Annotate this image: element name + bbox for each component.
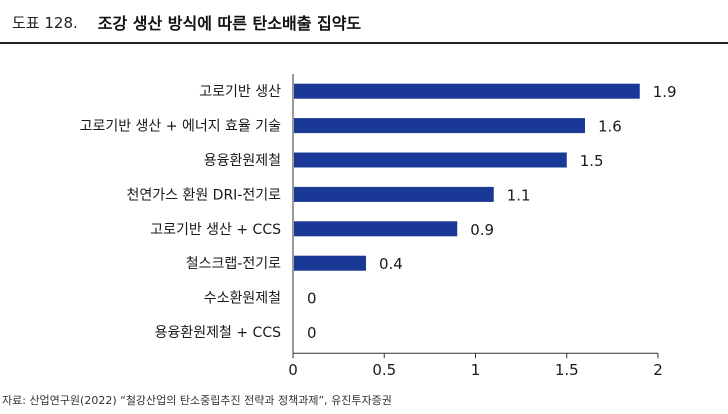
bar xyxy=(294,83,640,99)
data-label: 0.4 xyxy=(379,255,403,273)
x-tick-label: 2 xyxy=(653,361,663,379)
data-label: 0.9 xyxy=(470,221,494,239)
category-label: 고로기반 생산 xyxy=(199,84,281,100)
bar-chart: 고로기반 생산 1.9 고로기반 생산 + 에너지 효율 기술 1.6 용융환원제철 1.… xyxy=(80,74,677,379)
category-label: 고로기반 생산 + CCS xyxy=(150,222,281,238)
bar xyxy=(294,221,458,237)
category-label: 철스크랩-전기로 xyxy=(186,256,281,272)
figure-title: 조강 생산 방식에 따른 탄소배출 집약도 xyxy=(97,14,362,33)
category-label: 천연가스 환원 DRI-전기로 xyxy=(126,187,281,203)
data-label: 1.1 xyxy=(507,186,531,204)
x-tick-label: 1.5 xyxy=(555,361,579,379)
bar xyxy=(294,152,567,168)
data-label: 1.5 xyxy=(580,152,604,170)
data-label: 1.9 xyxy=(653,83,677,101)
data-label: 0 xyxy=(307,290,317,308)
bar xyxy=(294,118,585,134)
figure-header: 도표 128. 조강 생산 방식에 따른 탄소배출 집약도 xyxy=(0,0,728,44)
category-label: 수소환원제철 xyxy=(204,291,281,307)
x-tick-label: 0 xyxy=(288,361,298,379)
category-label: 용융환원제철 xyxy=(204,153,281,169)
data-label: 0 xyxy=(307,324,317,342)
bar xyxy=(294,186,494,202)
title-divider xyxy=(0,42,728,44)
data-label: 1.6 xyxy=(598,118,622,136)
category-label: 용융환원제철 + CCS xyxy=(155,325,281,341)
bar xyxy=(294,255,366,271)
x-tick-label: 0.5 xyxy=(372,361,396,379)
source-note: 자료: 산업연구원(2022) “철강산업의 탄소중립추진 전략과 정책과제”,… xyxy=(2,394,392,407)
figure-number: 도표 128. xyxy=(12,13,78,32)
category-label: 고로기반 생산 + 에너지 효율 기술 xyxy=(80,119,282,135)
x-tick-label: 1 xyxy=(471,361,481,379)
